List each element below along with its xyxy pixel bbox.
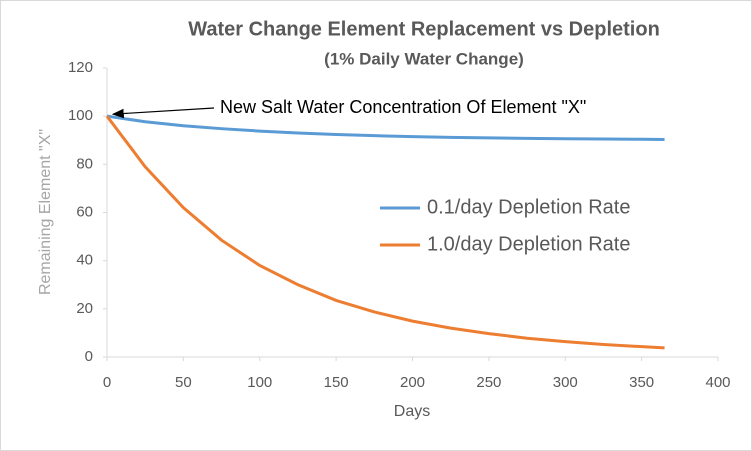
annotation: New Salt Water Concentration Of Element … xyxy=(220,97,586,117)
chart-subtitle: (1% Daily Water Change) xyxy=(324,49,524,68)
x-tick-label: 350 xyxy=(629,374,654,391)
y-tick-label: 60 xyxy=(76,203,93,220)
x-tick-label: 0 xyxy=(103,374,111,391)
y-tick-label: 0 xyxy=(85,348,93,365)
x-tick-label: 400 xyxy=(705,374,730,391)
series-line xyxy=(106,114,665,142)
legend-label: 0.1/day Depletion Rate xyxy=(427,196,630,218)
y-tick-label: 40 xyxy=(76,252,93,269)
x-tick-label: 250 xyxy=(476,374,501,391)
y-axis-label: Remaining Element "X" xyxy=(37,129,54,295)
y-tick-label: 80 xyxy=(76,155,93,172)
x-tick-label: 300 xyxy=(553,374,578,391)
x-tick-label: 200 xyxy=(400,374,425,391)
x-tick-label: 100 xyxy=(247,374,272,391)
x-tick-label: 50 xyxy=(175,374,192,391)
series-line xyxy=(105,115,665,350)
y-tick-label: 120 xyxy=(68,59,93,76)
y-tick-label: 20 xyxy=(76,300,93,317)
x-axis-label: Days xyxy=(394,403,430,420)
chart-title: Water Change Element Replacement vs Depl… xyxy=(188,18,660,40)
annotation-arrow xyxy=(111,107,215,119)
x-tick-label: 150 xyxy=(324,374,349,391)
y-tick-label: 100 xyxy=(68,107,93,124)
legend-label: 1.0/day Depletion Rate xyxy=(427,233,630,255)
